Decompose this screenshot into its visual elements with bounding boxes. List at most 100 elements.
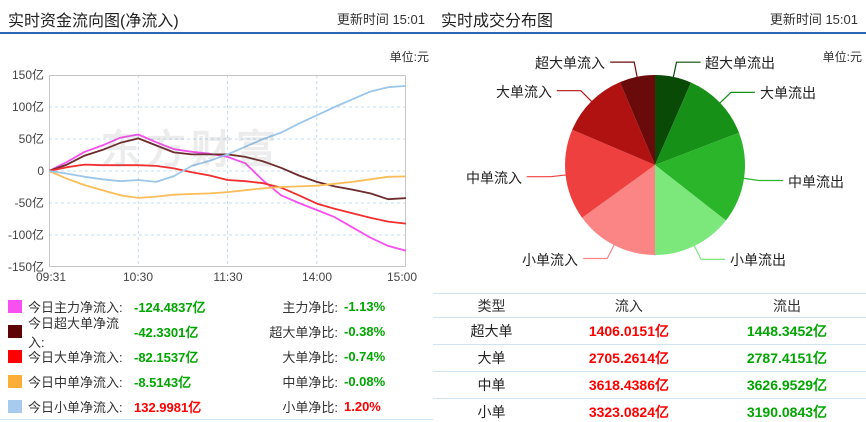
update-time-value: 15:01: [825, 12, 858, 27]
page-title: 实时成交分布图: [441, 13, 554, 30]
cell-inflow: 2705.2614亿: [588, 350, 670, 366]
y-tick: -50亿: [14, 196, 44, 210]
pie-leader-line: [610, 61, 639, 80]
pie-leader-line: [583, 242, 616, 260]
y-tick: 50亿: [18, 132, 44, 146]
line-chart-svg: [48, 75, 407, 267]
distribution-table: 类型 流入 流出 超大单 1406.0151亿 1448.3452亿 大单 27…: [433, 293, 866, 422]
line-chart-plot: 东方财富: [48, 75, 407, 267]
pie-leader-line: [526, 174, 569, 178]
cell-type: 超大单: [470, 323, 513, 339]
pie-label: 超大单流入: [535, 55, 605, 71]
ratio-value: -0.74%: [344, 349, 386, 364]
pie-leader-line: [740, 177, 783, 182]
x-tick: 10:30: [122, 270, 154, 284]
cell-outflow: 3190.0843亿: [746, 404, 828, 420]
panel-header: 实时成交分布图 更新时间 15:01: [433, 0, 866, 34]
table-row: 大单 2705.2614亿 2787.4151亿: [433, 345, 866, 372]
legend-label: 今日中单净流入:: [28, 375, 123, 390]
col-header-type: 类型: [477, 297, 506, 314]
ratio-value: -0.08%: [344, 374, 386, 389]
pie-slice-1: [655, 82, 739, 165]
y-tick: 150亿: [11, 68, 44, 82]
update-time: 更新时间 15:01: [336, 12, 425, 27]
series-line-2: [48, 163, 407, 225]
pie-label: 中单流入: [466, 170, 522, 186]
pie-label: 大单流入: [496, 84, 552, 100]
pie-chart-svg: [526, 61, 783, 260]
x-tick: 11:30: [213, 270, 243, 284]
legend-swatch: [8, 375, 22, 388]
table-row: 小单 3323.0824亿 3190.0843亿: [433, 399, 866, 422]
cell-type: 中单: [477, 377, 506, 393]
y-tick: -100亿: [7, 228, 44, 242]
legend-label: 今日超大单净流入:: [28, 315, 120, 350]
pie-chart: 单位:元 超大单流出 大单流出 中单流出 小单流出 小单流入 中单流入 大单流入…: [433, 45, 866, 291]
series-line-3: [48, 170, 407, 199]
legend-swatch: [8, 400, 22, 413]
pie-slice-0: [655, 74, 691, 165]
update-time-value: 15:01: [392, 12, 425, 27]
cell-type: 大单: [477, 350, 506, 366]
pie-slice-2: [655, 132, 746, 221]
ratio-label: 中单净比:: [282, 375, 338, 390]
pie-label: 小单流入: [522, 252, 578, 268]
cell-type: 小单: [477, 404, 506, 420]
pie-leader-line: [692, 242, 725, 260]
x-tick: 15:00: [386, 270, 418, 284]
pie-label: 大单流出: [760, 85, 816, 101]
trade-distribution-panel: 实时成交分布图 更新时间 15:01 单位:元 超大单流出 大单流出 中单流出 …: [433, 0, 866, 422]
legend-label: 今日小单净流入:: [28, 400, 123, 415]
ratio-label: 小单净比:: [282, 400, 338, 415]
legend-row-large: 今日大单净流入: -82.1537亿 大单净比: -0.74%: [0, 344, 433, 369]
table-header-row: 类型 流入 流出: [433, 293, 866, 318]
ratio-value: 1.20%: [344, 399, 381, 414]
pie-label: 小单流出: [730, 252, 786, 268]
panel-header: 实时资金流向图(净流入) 更新时间 15:01: [0, 0, 433, 34]
legend-swatch: [8, 350, 22, 363]
ratio-value: -0.38%: [344, 324, 386, 339]
legend-value: 132.9981亿: [134, 400, 202, 415]
flow-legend: 今日主力净流入: -124.4837亿 主力净比: -1.13% 今日超大单净流…: [0, 292, 433, 420]
cell-outflow: 3626.9529亿: [746, 377, 828, 393]
pie-label: 中单流出: [788, 174, 844, 190]
x-tick: 14:00: [301, 270, 333, 284]
legend-value: -8.5143亿: [134, 375, 192, 390]
unit-label: 单位:元: [389, 50, 429, 64]
ratio-label: 超大单净比:: [269, 325, 338, 340]
pie-slice-5: [565, 129, 655, 218]
cell-inflow: 3323.0824亿: [588, 404, 670, 420]
pie-slice-7: [620, 75, 655, 165]
x-tick: 09:31: [35, 270, 67, 284]
update-time: 更新时间 15:01: [769, 12, 858, 27]
legend-label: 今日主力净流入:: [28, 300, 123, 315]
pie-slice-3: [655, 165, 726, 256]
legend-value: -82.1537亿: [134, 350, 199, 365]
pie-label: 超大单流出: [705, 55, 775, 71]
legend-value: -42.3301亿: [134, 325, 199, 340]
pie-leader-line: [717, 91, 755, 106]
ratio-value: -1.13%: [344, 299, 386, 314]
pie-slice-4: [582, 165, 655, 255]
col-header-outflow: 流出: [772, 297, 801, 314]
unit-label: 单位:元: [822, 50, 862, 64]
pie-leader-line: [556, 90, 595, 104]
y-tick: 100亿: [11, 100, 44, 114]
series-line-0: [48, 133, 407, 252]
legend-value: -124.4837亿: [134, 300, 206, 315]
series-line-4: [48, 85, 407, 183]
cell-outflow: 2787.4151亿: [746, 350, 828, 366]
pie-leader-line: [672, 61, 701, 80]
ratio-label: 主力净比:: [282, 300, 338, 315]
legend-swatch: [8, 300, 22, 313]
ratio-label: 大单净比:: [282, 350, 338, 365]
col-header-inflow: 流入: [614, 297, 643, 314]
legend-swatch: [8, 325, 22, 338]
legend-row-medium: 今日中单净流入: -8.5143亿 中单净比: -0.08%: [0, 369, 433, 394]
cell-outflow: 1448.3452亿: [746, 323, 828, 339]
fund-flow-panel: 实时资金流向图(净流入) 更新时间 15:01 单位:元 150亿 100亿 5…: [0, 0, 433, 420]
table-row: 中单 3618.4386亿 3626.9529亿: [433, 372, 866, 399]
page-title: 实时资金流向图(净流入): [8, 13, 179, 30]
cell-inflow: 1406.0151亿: [588, 323, 670, 339]
